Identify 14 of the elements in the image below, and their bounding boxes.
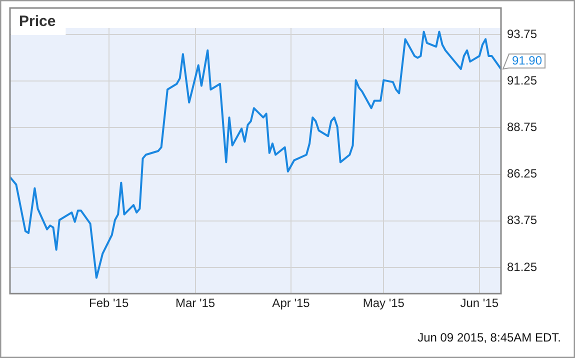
y-tick-label: 81.25 xyxy=(507,260,538,274)
x-tick-label: Apr '15 xyxy=(272,296,310,310)
x-tick-label: May '15 xyxy=(362,296,405,310)
x-tick-label: Feb '15 xyxy=(88,296,129,310)
y-tick-label: 93.75 xyxy=(507,26,538,41)
y-tick-label: 86.25 xyxy=(507,166,538,181)
y-tick-label: 88.75 xyxy=(507,120,538,134)
y-tick-label: 83.75 xyxy=(507,213,538,228)
x-tick-label: Mar '15 xyxy=(175,296,216,310)
annotation: 91.90 xyxy=(512,53,542,68)
chart-title: Price xyxy=(19,13,56,30)
y-tick-label: 91.25 xyxy=(507,73,538,88)
text: Jun 09 2015, 8:45AM EDT. xyxy=(418,330,561,344)
x-tick-label: Jun '15 xyxy=(460,296,499,310)
